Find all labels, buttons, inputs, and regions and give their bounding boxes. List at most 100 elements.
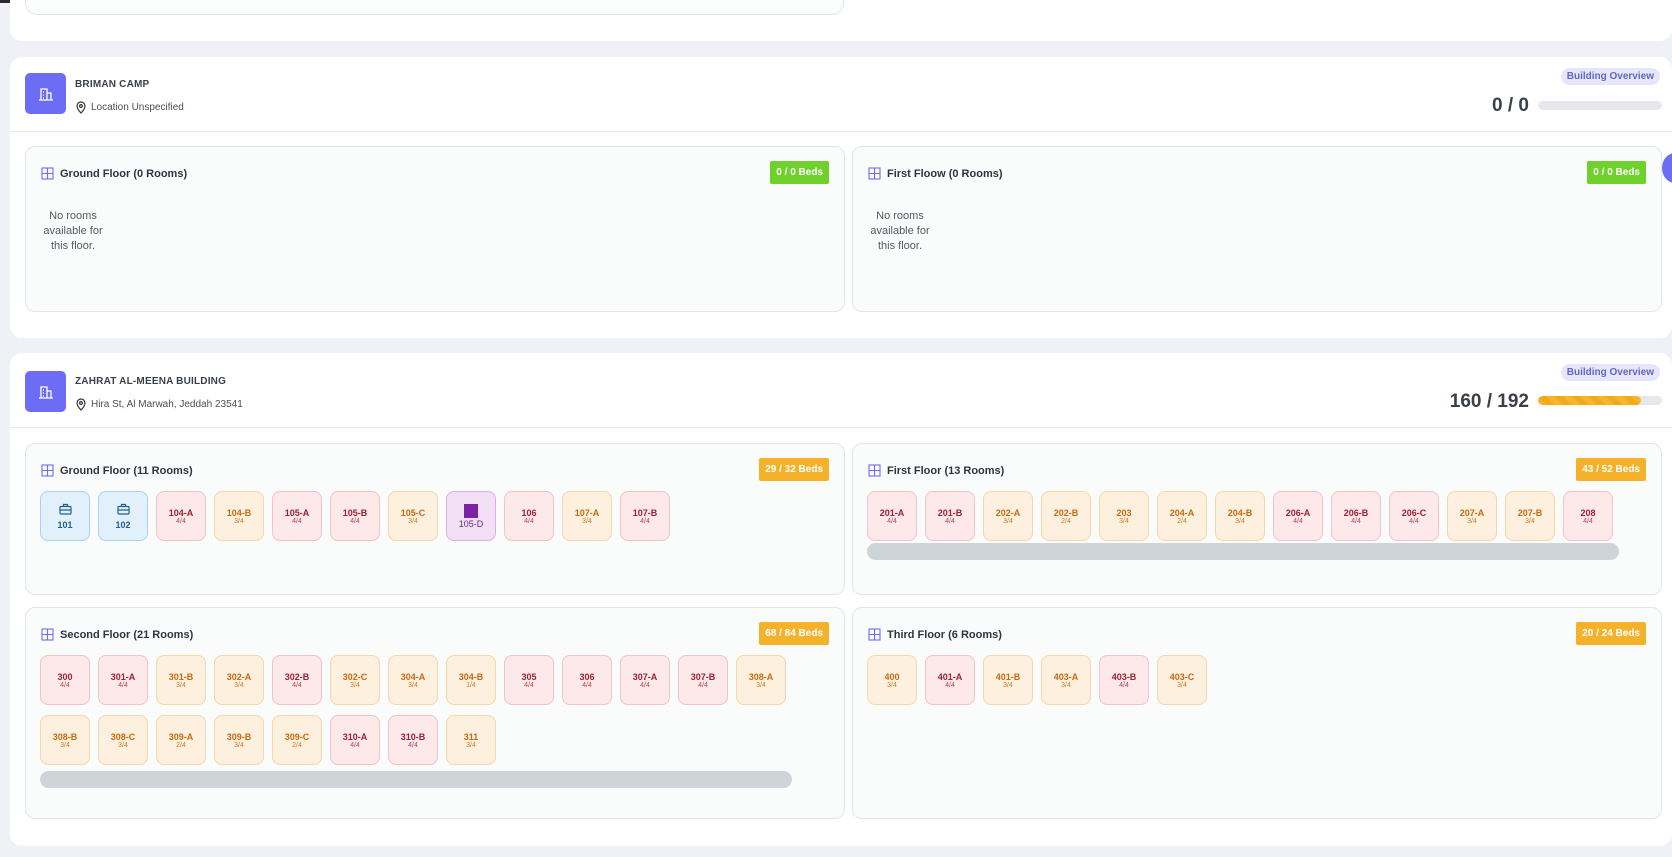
room-grid: 101 102 104-A 4/4 104-B 3/4 105-A 4/4 105-B 4/4 10…: [40, 491, 670, 541]
room-tile[interactable]: 308-A 3/4: [736, 655, 786, 705]
room-number: 104-B: [226, 507, 252, 518]
room-number: 202-B: [1053, 507, 1079, 518]
room-tile[interactable]: 310-B 4/4: [388, 715, 438, 765]
room-number: 304-A: [400, 671, 426, 682]
floor-title-text: Ground Floor (11 Rooms): [60, 464, 193, 477]
room-tile[interactable]: 206-A 4/4: [1273, 491, 1323, 541]
beds-badge: 29 / 32 Beds: [759, 458, 829, 481]
room-number: 206-B: [1343, 507, 1369, 518]
room-number: 401-A: [937, 671, 963, 682]
floor-title: Ground Floor (0 Rooms): [41, 167, 187, 180]
room-tile[interactable]: 105-A 4/4: [272, 491, 322, 541]
room-tile[interactable]: 106 4/4: [504, 491, 554, 541]
room-tile[interactable]: 207-B 3/4: [1505, 491, 1555, 541]
room-tile[interactable]: 107-A 3/4: [562, 491, 612, 541]
room-tile[interactable]: 302-B 4/4: [272, 655, 322, 705]
room-tile[interactable]: 206-C 4/4: [1389, 491, 1439, 541]
room-number: 309-B: [226, 731, 252, 742]
room-tile[interactable]: 401-A 4/4: [925, 655, 975, 705]
occupancy-progress-bar: [1538, 396, 1662, 405]
room-tile[interactable]: 400 3/4: [867, 655, 917, 705]
room-tile[interactable]: 308-C 3/4: [98, 715, 148, 765]
room-tile[interactable]: 403-C 3/4: [1157, 655, 1207, 705]
floor-title: Second Floor (21 Rooms): [41, 628, 193, 641]
room-tile[interactable]: 302-C 3/4: [330, 655, 380, 705]
room-tile[interactable]: 305 4/4: [504, 655, 554, 705]
room-bed-count: 3/4: [408, 517, 418, 525]
room-grid: 300 4/4 301-A 4/4 301-B 3/4 302-A 3/4 302-B 4/4 30…: [40, 655, 830, 765]
beds-badge: 20 / 24 Beds: [1576, 622, 1646, 645]
room-grid: 400 3/4 401-A 4/4 401-B 3/4 403-A 3/4 403-B 4/4 40…: [867, 655, 1207, 705]
room-tile[interactable]: 206-B 4/4: [1331, 491, 1381, 541]
floor-panel-first: First Floor (13 Rooms) 43 / 52 Beds 201-…: [852, 443, 1662, 595]
room-bed-count: 2/4: [1177, 517, 1187, 525]
room-bed-count: 4/4: [524, 681, 534, 689]
room-bed-count: 4/4: [1119, 681, 1129, 689]
room-tile[interactable]: 310-A 4/4: [330, 715, 380, 765]
room-tile[interactable]: 309-A 2/4: [156, 715, 206, 765]
room-bed-count: 4/4: [887, 517, 897, 525]
room-tile[interactable]: 207-A 3/4: [1447, 491, 1497, 541]
building-location: Hira St, Al Marwah, Jeddah 23541: [75, 398, 243, 411]
floor-title-text: First Floow (0 Rooms): [887, 167, 1003, 180]
room-tile[interactable]: 301-B 3/4: [156, 655, 206, 705]
room-tile[interactable]: 403-B 4/4: [1099, 655, 1149, 705]
room-tile[interactable]: 201-B 4/4: [925, 491, 975, 541]
building-overview-button[interactable]: Building Overview: [1560, 68, 1660, 85]
room-tile[interactable]: 307-A 4/4: [620, 655, 670, 705]
room-tile[interactable]: 309-C 2/4: [272, 715, 322, 765]
room-tile[interactable]: 201-A 4/4: [867, 491, 917, 541]
room-number: 308-C: [110, 731, 136, 742]
room-bed-count: 4/4: [1409, 517, 1419, 525]
room-number: 204-A: [1169, 507, 1195, 518]
floor-title-text: Ground Floor (0 Rooms): [60, 167, 188, 180]
room-tile[interactable]: 105-D: [446, 491, 496, 541]
room-number: 202-A: [995, 507, 1021, 518]
room-bed-count: 3/4: [1235, 517, 1245, 525]
square-icon: [464, 503, 478, 518]
horizontal-scrollbar[interactable]: [867, 543, 1619, 560]
previous-floor-panel: [25, 0, 844, 15]
room-tile[interactable]: 101: [40, 491, 90, 541]
room-tile[interactable]: 304-A 3/4: [388, 655, 438, 705]
room-tile[interactable]: 203 3/4: [1099, 491, 1149, 541]
room-tile[interactable]: 204-B 3/4: [1215, 491, 1265, 541]
room-tile[interactable]: 208 4/4: [1563, 491, 1613, 541]
room-tile[interactable]: 202-A 3/4: [983, 491, 1033, 541]
room-tile[interactable]: 401-B 3/4: [983, 655, 1033, 705]
room-tile[interactable]: 311 3/4: [446, 715, 496, 765]
room-tile[interactable]: 107-B 4/4: [620, 491, 670, 541]
room-tile[interactable]: 105-B 4/4: [330, 491, 380, 541]
room-number: 311: [463, 731, 479, 742]
room-number: 307-B: [690, 671, 716, 682]
horizontal-scrollbar[interactable]: [40, 771, 792, 788]
room-tile[interactable]: 306 4/4: [562, 655, 612, 705]
room-tile[interactable]: 105-C 3/4: [388, 491, 438, 541]
room-tile[interactable]: 304-B 1/4: [446, 655, 496, 705]
room-bed-count: 4/4: [640, 681, 650, 689]
room-number: 105-D: [458, 518, 484, 529]
room-bed-count: 4/4: [176, 517, 186, 525]
room-bed-count: 3/4: [466, 741, 476, 749]
room-number: 201-B: [937, 507, 963, 518]
room-bed-count: 2/4: [176, 741, 186, 749]
room-tile[interactable]: 308-B 3/4: [40, 715, 90, 765]
building-overview-button[interactable]: Building Overview: [1560, 364, 1660, 381]
room-tile[interactable]: 309-B 3/4: [214, 715, 264, 765]
room-tile[interactable]: 102: [98, 491, 148, 541]
building-icon: [25, 73, 66, 114]
room-tile[interactable]: 104-A 4/4: [156, 491, 206, 541]
room-grid: 201-A 4/4 201-B 4/4 202-A 3/4 202-B 2/4 203 3/4 20…: [867, 491, 1613, 541]
room-tile[interactable]: 104-B 3/4: [214, 491, 264, 541]
room-tile[interactable]: 307-B 4/4: [678, 655, 728, 705]
room-tile[interactable]: 300 4/4: [40, 655, 90, 705]
room-tile[interactable]: 301-A 4/4: [98, 655, 148, 705]
room-tile[interactable]: 403-A 3/4: [1041, 655, 1091, 705]
room-bed-count: 4/4: [118, 681, 128, 689]
room-tile[interactable]: 204-A 2/4: [1157, 491, 1207, 541]
floating-help-button[interactable]: [1662, 153, 1672, 183]
room-number: 302-B: [284, 671, 310, 682]
room-tile[interactable]: 202-B 2/4: [1041, 491, 1091, 541]
room-tile[interactable]: 302-A 3/4: [214, 655, 264, 705]
room-number: 302-C: [342, 671, 368, 682]
